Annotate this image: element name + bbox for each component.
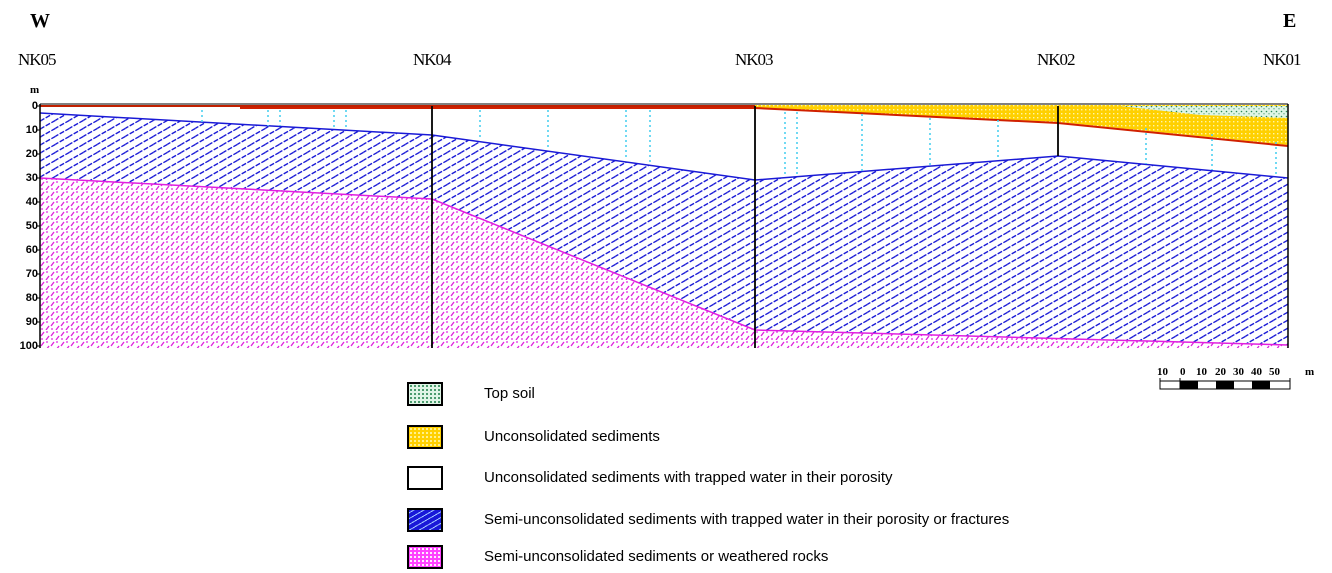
scale-unit: m: [1305, 366, 1315, 378]
scale-tick: 40: [1251, 366, 1262, 378]
top-soil-layer: [1120, 106, 1288, 118]
well-label-nk01: NK01: [1263, 50, 1302, 69]
legend-label: Semi-unconsolidated sediments or weather…: [484, 548, 829, 565]
well-label-nk04: NK04: [413, 50, 452, 69]
legend-label: Unconsolidated sediments with trapped wa…: [484, 469, 893, 486]
weathered-rocks-swatch: [407, 545, 443, 569]
scale-tick: 10: [1157, 366, 1168, 378]
well-label-nk02: NK02: [1037, 50, 1076, 69]
depth-tick: 30: [25, 172, 38, 184]
scale-tick: 50: [1269, 366, 1280, 378]
depth-tick: 0: [31, 100, 38, 112]
east-label: E: [1283, 10, 1297, 32]
depth-tick: 40: [25, 196, 38, 208]
unconsolidated-swatch: [407, 425, 443, 449]
weathered-rocks-layer: [40, 178, 1288, 348]
well-label-nk03: NK03: [735, 50, 774, 69]
depth-tick: 90: [25, 316, 38, 328]
depth-tick: 10: [25, 124, 38, 136]
trapped-water-swatch: [407, 466, 443, 490]
unconsolidated-sediments-layer: [755, 105, 1288, 145]
scale-bar: [1159, 378, 1291, 390]
scale-tick: 0: [1180, 366, 1186, 378]
well-label-nk05: NK05: [18, 50, 57, 69]
depth-tick: 60: [25, 244, 38, 256]
depth-tick: 20: [25, 148, 38, 160]
scale-tick: 10: [1196, 366, 1207, 378]
scale-tick: 30: [1233, 366, 1244, 378]
semi-unconsolidated-layer: [40, 113, 1288, 345]
legend-label: Unconsolidated sediments: [484, 428, 660, 445]
depth-tick: 50: [25, 220, 38, 232]
legend-label: Semi-unconsolidated sediments with trapp…: [484, 511, 1010, 528]
depth-unit-label: m: [30, 84, 40, 96]
scale-tick: 20: [1215, 366, 1226, 378]
depth-tick: 70: [25, 268, 38, 280]
west-label: W: [30, 10, 50, 32]
top-soil-swatch: [407, 382, 443, 406]
semi-unconsolidated-swatch: [407, 508, 443, 532]
depth-tick: 100: [19, 340, 38, 352]
depth-tick: 80: [25, 292, 38, 304]
legend-label: Top soil: [484, 385, 535, 402]
